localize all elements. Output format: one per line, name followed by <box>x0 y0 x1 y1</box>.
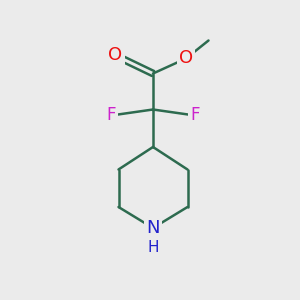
Text: F: F <box>190 106 200 124</box>
Text: O: O <box>179 50 193 68</box>
Text: F: F <box>106 106 116 124</box>
Text: N: N <box>146 219 160 237</box>
Text: H: H <box>147 240 159 255</box>
Text: O: O <box>108 46 123 64</box>
